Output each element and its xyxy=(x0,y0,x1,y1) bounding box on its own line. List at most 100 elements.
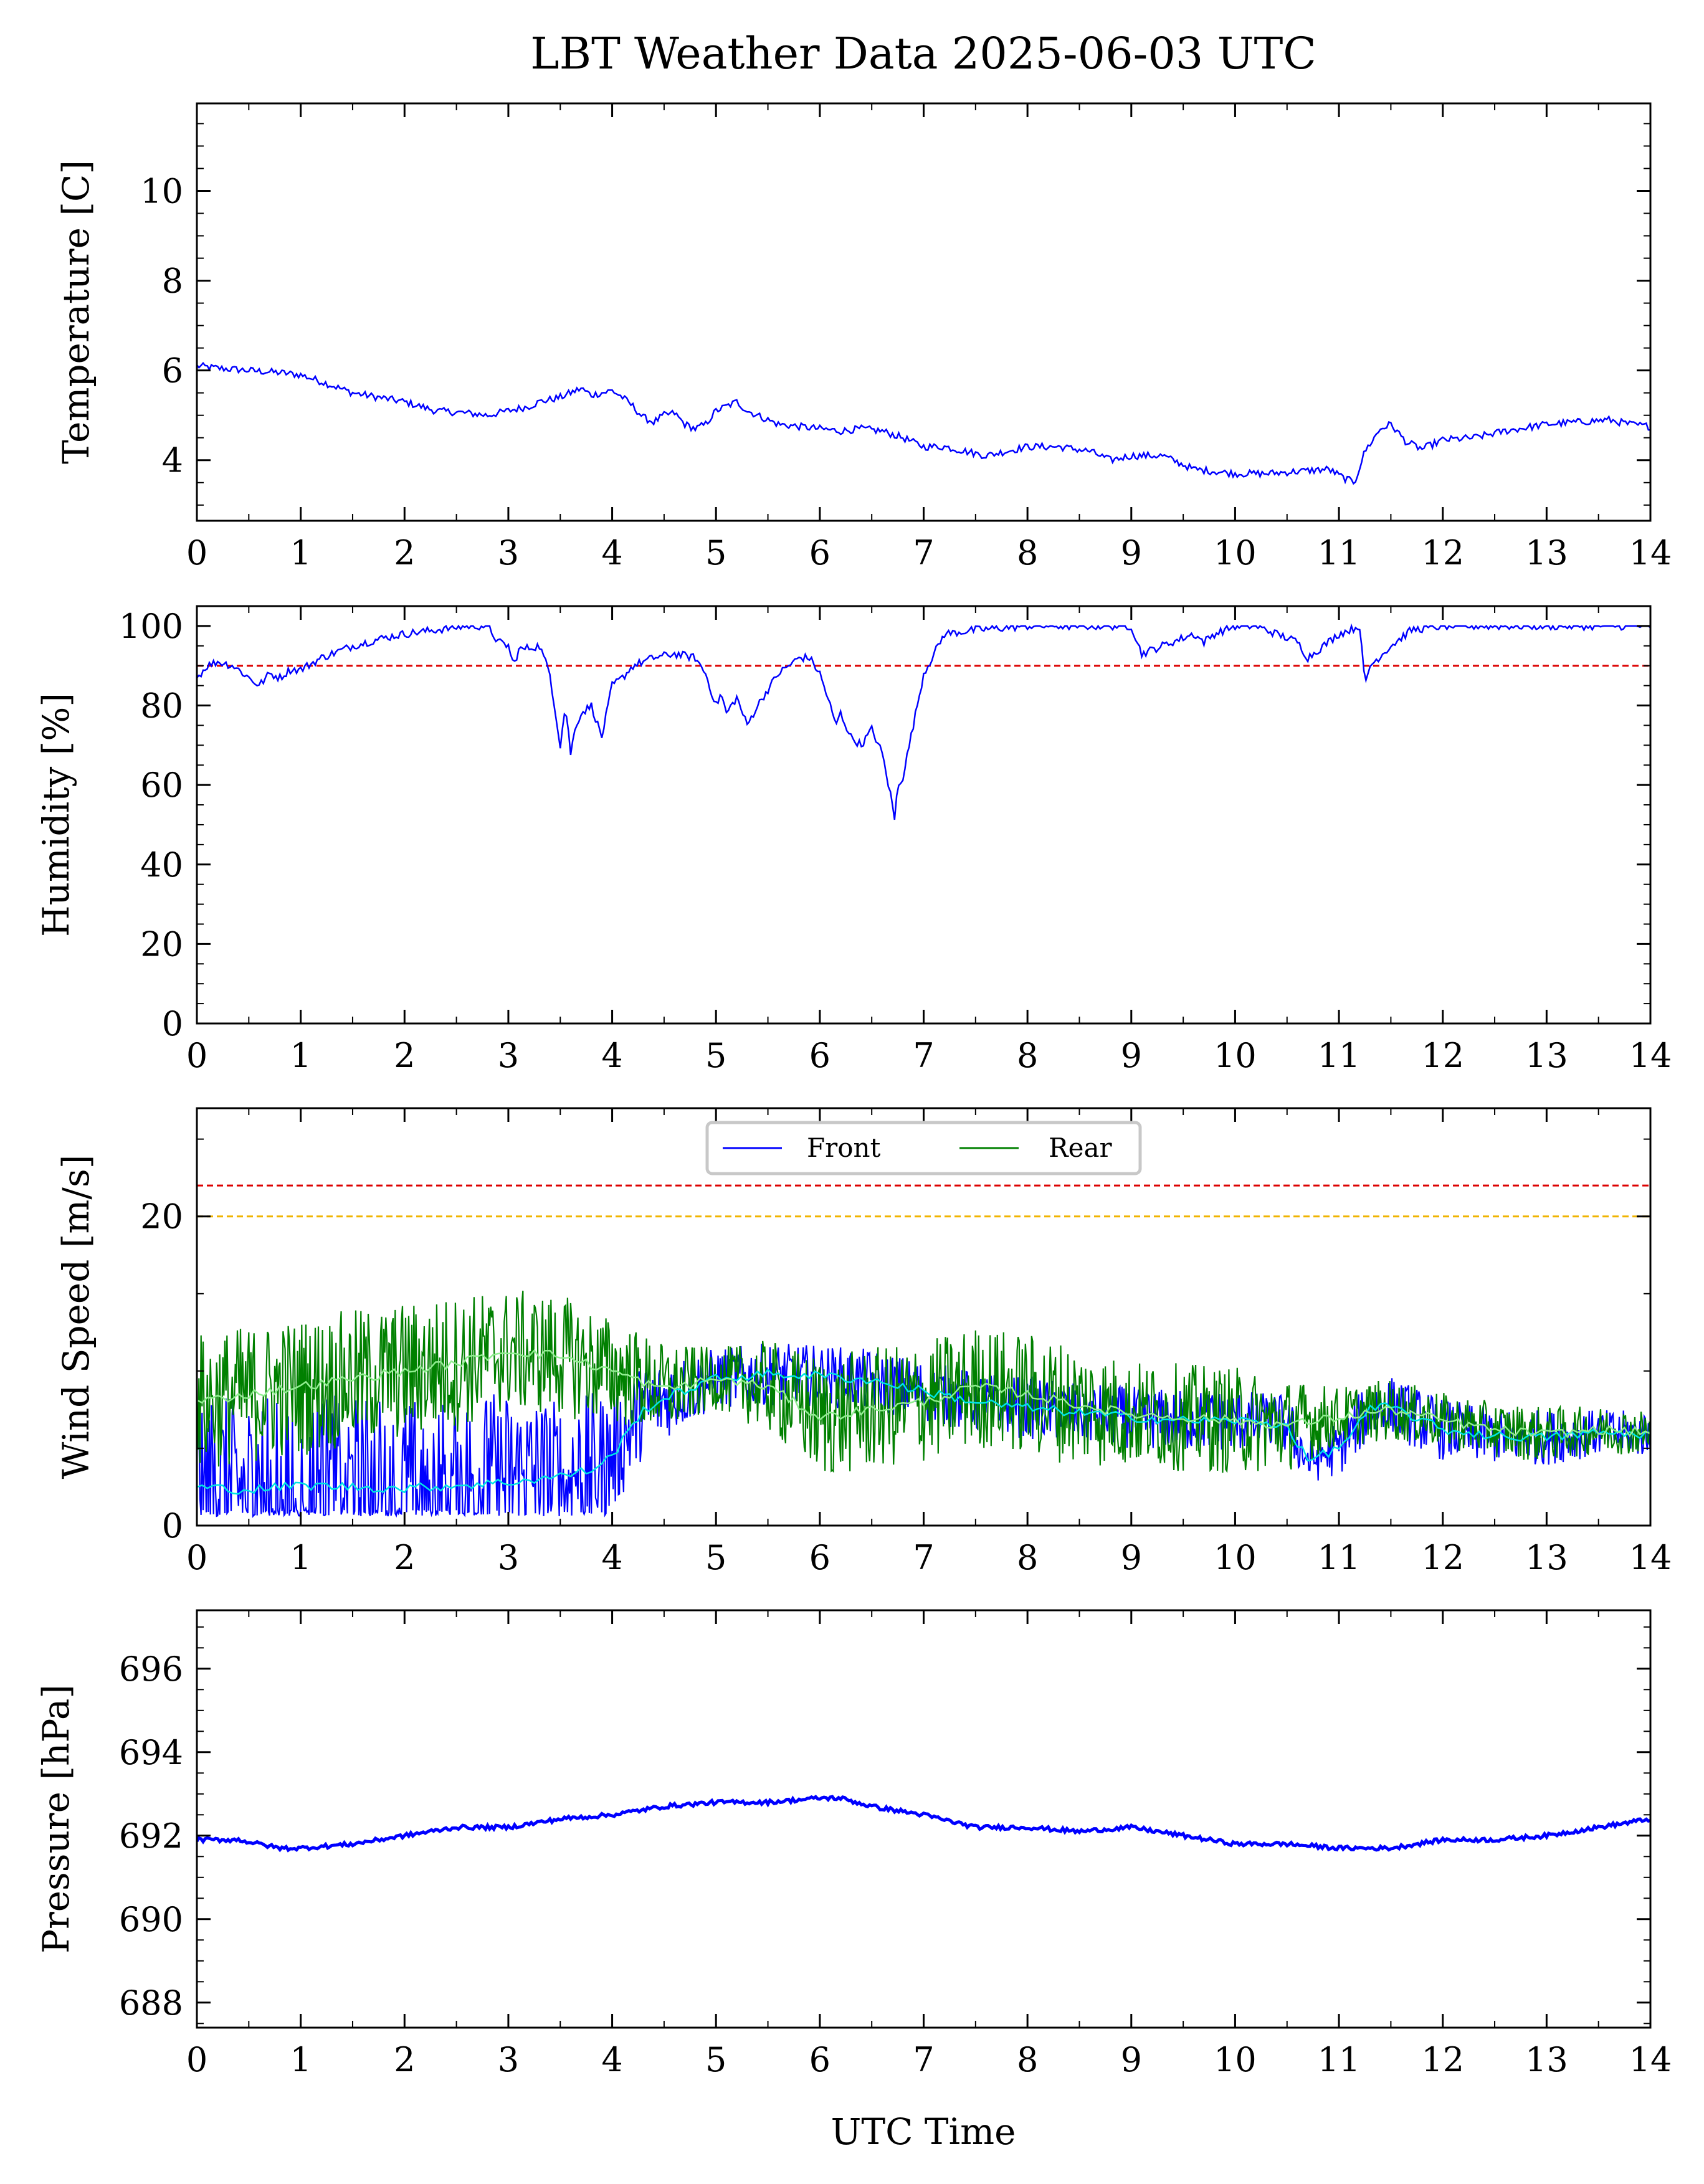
temperature-xtick-label: 5 xyxy=(705,533,726,572)
wind-front-smoothed xyxy=(197,1368,1650,1495)
humidity-ytick-label: 60 xyxy=(140,766,183,805)
humidity-ytick-label: 40 xyxy=(140,845,183,885)
wind-xtick-label: 13 xyxy=(1525,1538,1568,1577)
humidity-ticks xyxy=(196,605,1652,1025)
legend-front-label: Front xyxy=(807,1132,881,1163)
wind-xtick-label: 10 xyxy=(1214,1538,1257,1577)
humidity-xtick-label: 0 xyxy=(186,1036,207,1075)
temperature-xtick-label: 12 xyxy=(1421,533,1464,572)
pressure-xtick-label: 4 xyxy=(601,2040,622,2079)
temperature-xtick-label: 7 xyxy=(913,533,934,572)
wind-xtick-label: 0 xyxy=(186,1538,207,1577)
temperature-series xyxy=(197,361,1650,485)
temperature-ytick-label: 10 xyxy=(140,171,183,211)
humidity-xtick-label: 12 xyxy=(1421,1036,1464,1075)
pressure-xtick-label: 10 xyxy=(1214,2040,1257,2079)
pressure-ticks xyxy=(196,1610,1652,2028)
wind-rear-smoothed xyxy=(197,1349,1650,1439)
pressure-xtick-label: 1 xyxy=(290,2040,311,2079)
temperature-xtick-label: 13 xyxy=(1525,533,1568,572)
temperature-ylabel: Temperature [C] xyxy=(55,160,97,464)
humidity-xtick-label: 6 xyxy=(809,1036,831,1075)
humidity-xtick-label: 7 xyxy=(913,1036,934,1075)
humidity-xtick-label: 13 xyxy=(1525,1036,1568,1075)
wind-plot-area xyxy=(197,1184,1650,1518)
wind-xtick-label: 14 xyxy=(1629,1538,1672,1577)
wind-xtick-label: 4 xyxy=(601,1538,622,1577)
temperature-ytick-label: 8 xyxy=(162,262,183,301)
temperature-xtick-label: 0 xyxy=(186,533,207,572)
humidity-xtick-label: 3 xyxy=(498,1036,519,1075)
pressure-ylabel: Pressure [hPa] xyxy=(35,1684,77,1954)
humidity-xtick-label: 11 xyxy=(1318,1036,1361,1075)
wind-xtick-label: 3 xyxy=(498,1538,519,1577)
wind-xtick-label: 8 xyxy=(1017,1538,1038,1577)
pressure-ytick-label: 694 xyxy=(119,1733,183,1772)
temperature-plot-area xyxy=(197,361,1650,485)
pressure-ytick-label: 688 xyxy=(119,1983,183,2023)
x-axis-label: UTC Time xyxy=(831,2110,1016,2153)
wind-xtick-label: 9 xyxy=(1121,1538,1142,1577)
temperature-ytick-label: 6 xyxy=(162,351,183,391)
wind-legend: Front Rear xyxy=(705,1121,1142,1175)
wind-xtick-label: 6 xyxy=(809,1538,831,1577)
humidity-ytick-label: 0 xyxy=(162,1004,183,1043)
pressure-ytick-label: 692 xyxy=(119,1816,183,1856)
humidity-xtick-label: 8 xyxy=(1017,1036,1038,1075)
wind-xtick-label: 11 xyxy=(1318,1538,1361,1577)
pressure-xtick-label: 14 xyxy=(1629,2040,1672,2079)
wind-ytick-label: 20 xyxy=(140,1197,183,1237)
figure-title: LBT Weather Data 2025-06-03 UTC xyxy=(530,28,1316,79)
pressure-xtick-label: 12 xyxy=(1421,2040,1464,2079)
wind-ytick-label: 0 xyxy=(162,1506,183,1545)
pressure-ytick-label: 690 xyxy=(119,1900,183,1939)
wind-rear-series xyxy=(197,1290,1650,1473)
temperature-xtick-label: 14 xyxy=(1629,533,1672,572)
wind-ylabel: Wind Speed [m/s] xyxy=(55,1155,97,1479)
pressure-xtick-label: 7 xyxy=(913,2040,934,2079)
pressure-xtick-label: 8 xyxy=(1017,2040,1038,2079)
humidity-series xyxy=(197,623,1650,820)
pressure-xtick-label: 3 xyxy=(498,2040,519,2079)
humidity-xtick-label: 1 xyxy=(290,1036,311,1075)
wind-xtick-label: 1 xyxy=(290,1538,311,1577)
humidity-plot-area xyxy=(197,623,1650,820)
pressure-xtick-label: 5 xyxy=(705,2040,726,2079)
pressure-xtick-label: 9 xyxy=(1121,2040,1142,2079)
humidity-ylabel: Humidity [%] xyxy=(35,693,77,937)
temperature-xtick-label: 10 xyxy=(1214,533,1257,572)
humidity-xtick-label: 5 xyxy=(705,1036,726,1075)
wind-xtick-label: 7 xyxy=(913,1538,934,1577)
wind-xtick-label: 12 xyxy=(1421,1538,1464,1577)
temperature-xtick-label: 11 xyxy=(1318,533,1361,572)
pressure-xtick-label: 6 xyxy=(809,2040,831,2079)
temperature-xtick-label: 2 xyxy=(394,533,415,572)
pressure-xtick-label: 0 xyxy=(186,2040,207,2079)
pressure-xtick-label: 11 xyxy=(1318,2040,1361,2079)
humidity-xtick-label: 14 xyxy=(1629,1036,1672,1075)
wind-xtick-label: 2 xyxy=(394,1538,415,1577)
humidity-xtick-label: 2 xyxy=(394,1036,415,1075)
temperature-xtick-label: 6 xyxy=(809,533,831,572)
humidity-xtick-label: 10 xyxy=(1214,1036,1257,1075)
temperature-ticks xyxy=(196,103,1652,521)
temperature-xtick-label: 3 xyxy=(498,533,519,572)
legend-rear-label: Rear xyxy=(1049,1132,1113,1163)
pressure-series xyxy=(197,1795,1650,1853)
wind-xtick-label: 5 xyxy=(705,1538,726,1577)
humidity-xtick-label: 4 xyxy=(601,1036,622,1075)
temperature-xtick-label: 9 xyxy=(1121,533,1142,572)
wind-ticks xyxy=(196,1108,1652,1527)
humidity-ytick-label: 80 xyxy=(140,686,183,726)
humidity-xtick-label: 9 xyxy=(1121,1036,1142,1075)
temperature-xtick-label: 1 xyxy=(290,533,311,572)
